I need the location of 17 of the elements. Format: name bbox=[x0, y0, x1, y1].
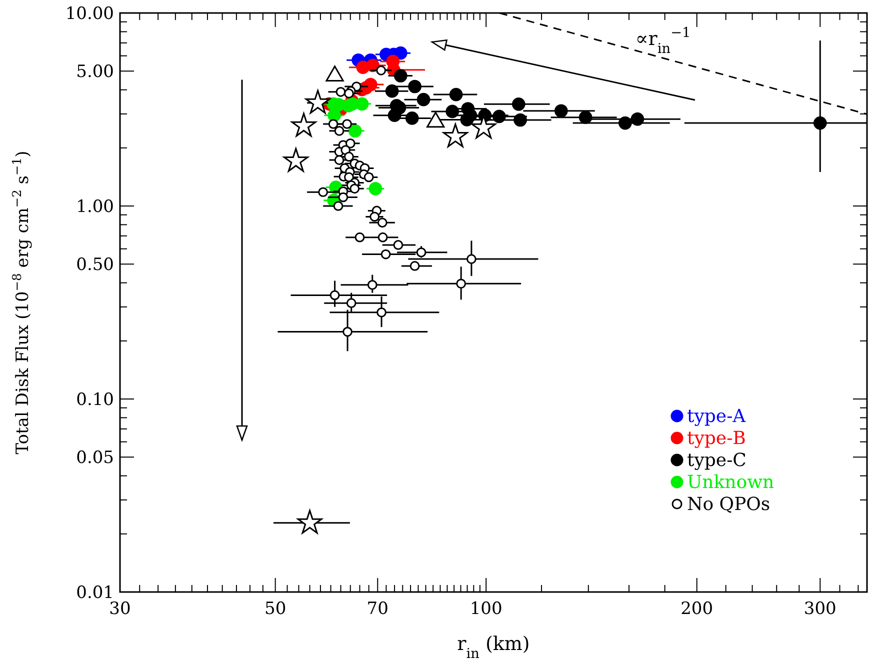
x-tick-label: 70 bbox=[366, 599, 388, 619]
y-tick-label: 10.00 bbox=[65, 4, 114, 24]
x-tick-label: 200 bbox=[680, 599, 714, 619]
y-tick-label: 0.10 bbox=[76, 390, 114, 410]
y-tick-label: 1.00 bbox=[76, 197, 114, 217]
y-tick-label: 0.50 bbox=[76, 255, 114, 276]
x-axis-title: r$_{in}$ (km) bbox=[457, 633, 530, 662]
legend-label: type-A bbox=[687, 406, 747, 427]
y-tick-label: 0.05 bbox=[76, 448, 114, 468]
legend-label: type-B bbox=[687, 428, 746, 449]
legend-label: No QPOs bbox=[687, 494, 770, 515]
legend-label: Unknown bbox=[687, 472, 775, 493]
x-tick-label: 100 bbox=[470, 599, 502, 619]
x-tick-label: 300 bbox=[804, 599, 836, 619]
y-tick-label: 5.00 bbox=[76, 62, 114, 82]
legend-label: type-C bbox=[687, 450, 746, 471]
x-tick-label: 50 bbox=[264, 599, 286, 619]
